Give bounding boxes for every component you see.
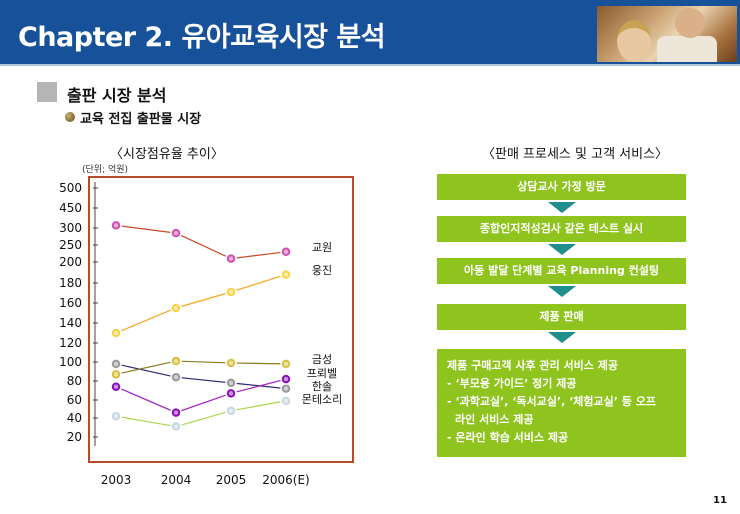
data-point-highlight [173,424,179,429]
down-arrow-icon [548,286,576,297]
data-point-highlight [113,372,119,377]
final-line: - 온라인 학습 서비스 제공 [447,431,569,444]
chart-frame [88,176,354,463]
final-line: 라인 서비스 제공 [455,413,534,426]
data-point-highlight [113,361,119,367]
series-line [115,400,287,428]
data-point-highlight [173,410,179,415]
series-line [115,363,287,390]
process-step: 상담교사 가정 방문 [437,174,686,200]
x-tick-label: 2006(E) [262,473,309,487]
y-tick-label: 80 [67,374,82,388]
y-tick-label: 40 [67,411,82,425]
header-bar: Chapter 2. 유아교육시장 분석 [0,0,740,64]
data-point-highlight [283,386,289,391]
section-title: 출판 시장 분석 [67,86,167,105]
data-point-highlight [228,408,234,413]
data-point-highlight [228,256,234,261]
series-line [115,378,287,414]
legend-label: 프뢰벨 [307,367,337,380]
y-tick-label: 300 [59,221,82,235]
y-tick-label: 20 [67,430,82,444]
process-step: 종합인지적성검사 같은 테스트 실시 [437,216,686,242]
data-point-highlight [228,391,234,396]
data-point-highlight [228,289,234,295]
page-number: 11 [713,495,727,506]
y-tick-label: 250 [59,238,82,252]
header-photo [597,6,737,62]
series-line [115,224,287,260]
page-title: Chapter 2. 유아교육시장 분석 [18,22,386,53]
y-tick-label: 160 [59,296,82,310]
x-tick-label: 2003 [101,473,132,487]
data-point-highlight [173,375,179,380]
data-point-highlight [173,358,179,364]
data-point-highlight [228,380,234,386]
data-point-highlight [283,376,289,382]
data-point-highlight [283,398,289,404]
process-step-final: 제품 구매고객 사후 관리 서비스 제공 - ‘부모용 가이드’ 정기 제공 -… [437,349,686,457]
data-point-highlight [283,272,289,277]
y-tick-label: 450 [59,201,82,215]
photo-adult-head [675,8,705,38]
y-tick-label: 120 [59,336,82,350]
legend-label: 몬테소리 [302,393,342,406]
down-arrow-icon [548,332,576,343]
final-line: - ‘과학교실’, ‘독서교실’, ‘체험교실’ 등 오프 [447,395,656,408]
bullet-icon [65,112,75,122]
data-point-highlight [113,330,119,336]
y-tick-label: 60 [67,393,82,407]
process-step: 제품 판매 [437,304,686,330]
photo-shirt [657,36,717,62]
section-marker-icon [37,82,57,102]
data-point-highlight [113,223,119,228]
data-point-highlight [113,414,119,419]
final-line: 제품 구매고객 사후 관리 서비스 제공 [447,359,618,372]
y-tick-label: 140 [59,316,82,330]
y-tick-label: 500 [59,181,82,195]
y-tick-label: 180 [59,276,82,290]
final-line: - ‘부모용 가이드’ 정기 제공 [447,377,577,390]
legend-label: 웅진 [312,264,332,277]
header-underline [0,64,740,66]
down-arrow-icon [548,244,576,255]
legend-label: 금성 [312,353,332,366]
data-point-highlight [113,384,119,389]
unit-label: (단위; 억원) [82,165,129,175]
chart-caption: 〈시장점유율 추이〉 [110,147,224,162]
legend-label: 한솔 [312,380,332,393]
y-tick-label: 100 [59,355,82,369]
data-point-highlight [283,249,289,254]
data-point-highlight [283,361,289,367]
legend-label: 교원 [312,241,332,254]
photo-child-head [617,20,651,62]
data-point-highlight [173,305,179,311]
y-tick-label: 200 [59,255,82,269]
process-step: 아동 발달 단계별 교육 Planning 컨설팅 [437,258,686,284]
data-point-highlight [173,230,179,236]
x-tick-label: 2004 [161,473,192,487]
series-line [115,360,287,375]
data-point-highlight [228,360,234,366]
x-tick-label: 2005 [216,473,247,487]
section-subtitle: 교육 전집 출판물 시장 [80,112,202,127]
process-caption: 〈판매 프로세스 및 고객 서비스〉 [482,147,669,162]
down-arrow-icon [548,202,576,213]
series-line [115,274,287,334]
